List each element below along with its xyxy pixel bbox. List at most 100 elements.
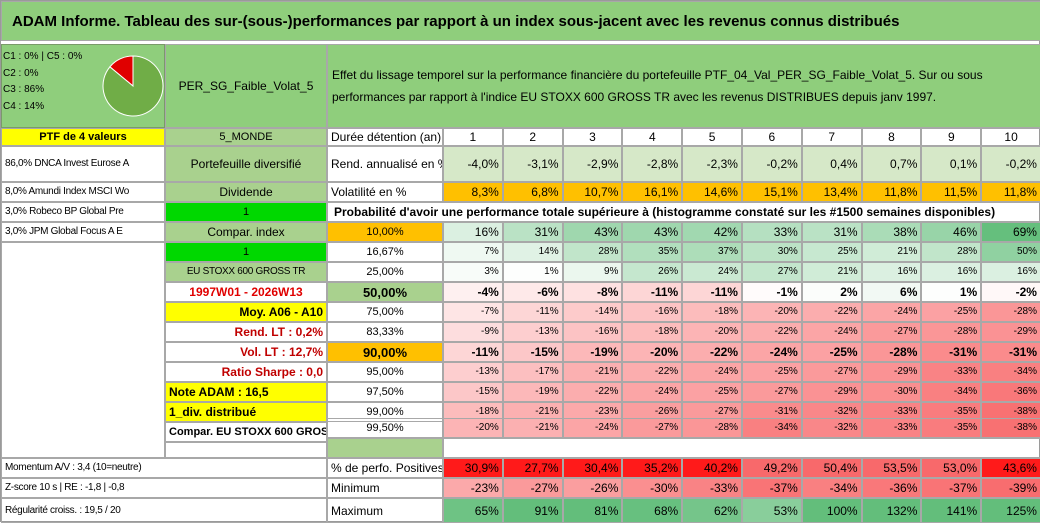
quantile-value: -20%: [742, 302, 802, 322]
rend-value: -0,2%: [742, 146, 802, 182]
positive-value: 30,9%: [443, 458, 503, 478]
min-value: -30%: [622, 478, 683, 498]
quantile-value: 21%: [801, 262, 862, 282]
quantile-value: -2%: [981, 282, 1040, 302]
sharpe-ratio: Ratio Sharpe : 0,0: [165, 362, 327, 382]
year-header: 8: [861, 128, 922, 146]
min-value: -37%: [921, 478, 982, 498]
description-text: Effet du lissage temporel sur la perform…: [332, 68, 983, 104]
quantile-value: -8%: [562, 282, 623, 302]
pie-legend-c1c5: C1 : 0% | C5 : 0%: [3, 51, 83, 62]
description-box: Effet du lissage temporel sur la perform…: [327, 44, 1040, 128]
quantile-value: 37%: [682, 242, 742, 262]
pie-slice-c3: [102, 55, 164, 117]
max-label: Maximum: [327, 498, 443, 523]
quantile-value: -13%: [443, 362, 503, 382]
max-value: 68%: [622, 498, 683, 523]
quantile-value: -19%: [562, 342, 623, 362]
compar-index-value[interactable]: 1: [165, 242, 327, 262]
vol-value: 11,5%: [921, 182, 982, 202]
quantile-value: -20%: [622, 342, 683, 362]
quantile-value: -31%: [921, 342, 982, 362]
rend-lt: Rend. LT : 0,2%: [165, 322, 327, 342]
quantile-value: -11%: [622, 282, 683, 302]
quantile-value: -27%: [801, 362, 862, 382]
zscore: Z-score 10 s | RE : -1,8 | -0,8: [1, 478, 327, 498]
rend-value: 0,4%: [801, 146, 862, 182]
quantile-value: -29%: [981, 322, 1040, 342]
vol-value: 16,1%: [622, 182, 683, 202]
note-adam: Note ADAM : 16,5: [165, 382, 327, 402]
max-value: 125%: [981, 498, 1040, 523]
quantile-value: -24%: [742, 342, 802, 362]
quantile-value: 2%: [801, 282, 862, 302]
vol-value: 13,4%: [801, 182, 862, 202]
max-value: 62%: [682, 498, 742, 523]
min-value: -36%: [861, 478, 922, 498]
year-header: 4: [622, 128, 683, 146]
max-value: 81%: [562, 498, 623, 523]
quantile-label: 50,00%: [327, 282, 443, 302]
quantile-value: -21%: [502, 418, 563, 438]
quantile-value: 27%: [742, 262, 802, 282]
quantile-value: 16%: [443, 222, 503, 242]
year-header: 1: [443, 128, 503, 146]
quantile-label: 83,33%: [327, 322, 443, 342]
quantile-value: 43%: [622, 222, 683, 242]
quantile-value: 14%: [502, 242, 563, 262]
dividend-value[interactable]: 1: [165, 202, 327, 222]
quantile-value: -27%: [861, 322, 922, 342]
dividend-label: Dividende: [165, 182, 327, 202]
compar-full: Compar. EU STOXX 600 GROSS TR: [165, 422, 327, 442]
quantile-value: -22%: [742, 322, 802, 342]
quantile-value: -20%: [682, 322, 742, 342]
index-name: EU STOXX 600 GROSS TR: [165, 262, 327, 282]
holding-2: 8,0% Amundi Index MSCI Wo: [1, 182, 165, 202]
pie-chart: [102, 55, 164, 117]
quantile-value: -11%: [502, 302, 563, 322]
quantile-value: -1%: [742, 282, 802, 302]
holding-1: 86,0% DNCA Invest Eurose A: [1, 146, 165, 182]
fund-name: PER_SG_Faible_Volat_5: [165, 44, 327, 128]
prob-label: Probabilité d'avoir une performance tota…: [327, 202, 1040, 222]
rend-value: -0,2%: [981, 146, 1040, 182]
rend-label: Rend. annualisé en %: [327, 146, 443, 182]
quantile-value: -16%: [622, 302, 683, 322]
quantile-value: -22%: [622, 362, 683, 382]
quantile-value: 33%: [742, 222, 802, 242]
momentum: Momentum A/V : 3,4 (10=neutre): [1, 458, 327, 478]
quantile-label: 75,00%: [327, 302, 443, 322]
quantile-label: 90,00%: [327, 342, 443, 362]
quantile-value: 28%: [562, 242, 623, 262]
positive-value: 27,7%: [502, 458, 563, 478]
max-value: 141%: [921, 498, 982, 523]
positive-value: 49,2%: [742, 458, 802, 478]
category: 5_MONDE: [165, 128, 327, 146]
quantile-label: 99,00%: [327, 402, 443, 422]
quantile-value: 16%: [981, 262, 1040, 282]
quantile-value: -24%: [801, 322, 862, 342]
max-value: 91%: [502, 498, 563, 523]
quantile-value: -34%: [921, 382, 982, 402]
quantile-value: -4%: [443, 282, 503, 302]
quantile-value: -19%: [502, 382, 563, 402]
quantile-value: -23%: [562, 402, 623, 422]
empty-blank-left: [165, 442, 327, 458]
vol-value: 10,7%: [562, 182, 623, 202]
quantile-value: 24%: [682, 262, 742, 282]
max-value: 100%: [801, 498, 862, 523]
pos-label: % de perfo. Positives: [327, 458, 443, 478]
max-value: 53%: [742, 498, 802, 523]
quantile-value: 69%: [981, 222, 1040, 242]
vol-value: 14,6%: [682, 182, 742, 202]
quantile-value: 31%: [502, 222, 563, 242]
moy-label: Moy. A06 - A10: [165, 302, 327, 322]
vol-label: Volatilité en %: [327, 182, 443, 202]
min-value: -26%: [562, 478, 623, 498]
compar-index-label: Compar. index: [165, 222, 327, 242]
quantile-value: 26%: [622, 262, 683, 282]
quantile-value: 16%: [861, 262, 922, 282]
quantile-value: -9%: [443, 322, 503, 342]
quantile-value: 28%: [921, 242, 982, 262]
